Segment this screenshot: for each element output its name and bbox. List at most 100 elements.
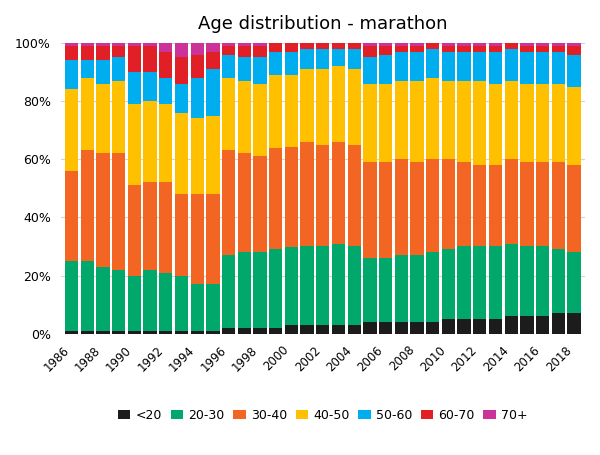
Bar: [426, 159, 439, 252]
Bar: [222, 78, 235, 151]
Bar: [551, 51, 565, 84]
Bar: [505, 81, 518, 159]
Bar: [191, 55, 204, 78]
Bar: [191, 194, 204, 284]
Bar: [395, 81, 408, 159]
Bar: [301, 49, 314, 69]
Bar: [65, 46, 78, 61]
Bar: [112, 270, 125, 331]
Bar: [238, 43, 251, 46]
Bar: [159, 273, 172, 331]
Bar: [191, 284, 204, 331]
Bar: [238, 46, 251, 57]
Bar: [457, 51, 471, 81]
Bar: [410, 81, 424, 162]
Bar: [568, 46, 581, 55]
Bar: [568, 55, 581, 86]
Bar: [316, 145, 329, 247]
Bar: [568, 43, 581, 46]
Bar: [128, 276, 141, 331]
Bar: [551, 249, 565, 313]
Bar: [253, 157, 266, 252]
Bar: [206, 194, 220, 284]
Bar: [363, 43, 377, 46]
Bar: [536, 46, 549, 51]
Bar: [426, 78, 439, 159]
Bar: [363, 57, 377, 84]
Bar: [65, 331, 78, 334]
Bar: [175, 84, 188, 113]
Bar: [379, 322, 392, 334]
Bar: [551, 313, 565, 334]
Bar: [505, 243, 518, 316]
Bar: [128, 72, 141, 104]
Bar: [473, 81, 487, 165]
Bar: [159, 51, 172, 78]
Bar: [222, 43, 235, 46]
Bar: [363, 46, 377, 57]
Bar: [457, 247, 471, 319]
Bar: [238, 153, 251, 252]
Bar: [253, 252, 266, 328]
Bar: [253, 328, 266, 334]
Bar: [332, 43, 345, 49]
Bar: [97, 331, 110, 334]
Bar: [363, 84, 377, 162]
Bar: [159, 78, 172, 104]
Bar: [520, 43, 533, 46]
Bar: [143, 43, 157, 46]
Bar: [301, 247, 314, 325]
Bar: [379, 43, 392, 46]
Bar: [238, 81, 251, 153]
Bar: [80, 78, 94, 151]
Bar: [568, 313, 581, 334]
Bar: [347, 145, 361, 247]
Bar: [269, 51, 283, 75]
Bar: [143, 72, 157, 101]
Bar: [159, 182, 172, 273]
Bar: [520, 162, 533, 247]
Bar: [222, 151, 235, 255]
Bar: [347, 325, 361, 334]
Bar: [442, 46, 455, 51]
Bar: [143, 46, 157, 72]
Bar: [80, 331, 94, 334]
Bar: [536, 162, 549, 247]
Bar: [206, 69, 220, 116]
Bar: [442, 43, 455, 46]
Bar: [489, 319, 502, 334]
Bar: [175, 194, 188, 276]
Bar: [473, 319, 487, 334]
Bar: [410, 322, 424, 334]
Bar: [457, 43, 471, 46]
Bar: [97, 153, 110, 267]
Bar: [143, 101, 157, 182]
Bar: [206, 284, 220, 331]
Bar: [442, 159, 455, 249]
Bar: [112, 153, 125, 270]
Bar: [222, 255, 235, 328]
Bar: [112, 46, 125, 57]
Bar: [332, 142, 345, 243]
Bar: [159, 104, 172, 182]
Bar: [65, 90, 78, 171]
Bar: [489, 51, 502, 84]
Bar: [143, 331, 157, 334]
Bar: [410, 51, 424, 81]
Bar: [269, 249, 283, 328]
Bar: [143, 182, 157, 270]
Bar: [97, 84, 110, 153]
Bar: [332, 325, 345, 334]
Bar: [206, 331, 220, 334]
Bar: [457, 81, 471, 162]
Bar: [457, 319, 471, 334]
Bar: [489, 84, 502, 165]
Bar: [269, 43, 283, 51]
Bar: [457, 46, 471, 51]
Bar: [473, 46, 487, 51]
Bar: [301, 142, 314, 247]
Bar: [379, 162, 392, 258]
Bar: [206, 43, 220, 51]
Bar: [520, 46, 533, 51]
Bar: [395, 159, 408, 255]
